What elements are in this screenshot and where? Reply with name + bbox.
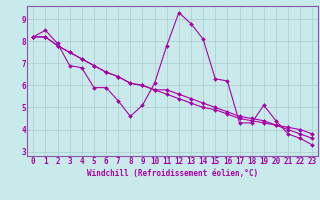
- X-axis label: Windchill (Refroidissement éolien,°C): Windchill (Refroidissement éolien,°C): [87, 169, 258, 178]
